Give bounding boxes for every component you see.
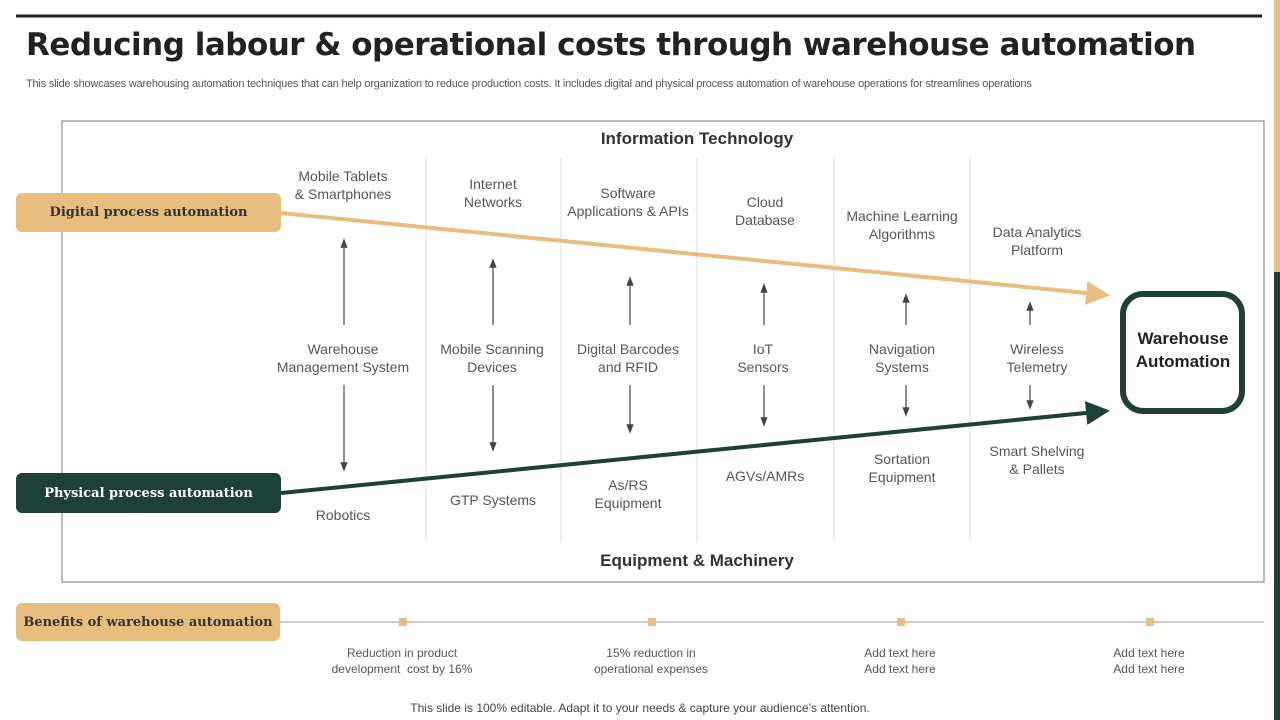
physical-label: Physical process automation: [16, 473, 281, 513]
side-bar: [1274, 0, 1280, 272]
benefit-text: Add text here Add text here: [1113, 646, 1185, 676]
benefits-label: Benefits of warehouse automation: [16, 603, 280, 641]
benefit-text: Add text here Add text here: [864, 646, 936, 676]
frame-bottom-label: Equipment & Machinery: [600, 551, 794, 570]
frame-top-label: Information Technology: [600, 129, 794, 148]
column-middle: Warehouse Management System: [276, 341, 410, 375]
column-top: Data Analytics Platform: [992, 224, 1082, 258]
benefit-text: Reduction in product development cost by…: [331, 646, 473, 676]
frame: [61, 120, 1265, 583]
column-bottom: As/RS Equipment: [594, 477, 662, 511]
arrows: [340, 238, 1034, 472]
benefit-text: 15% reduction in operational expenses: [593, 646, 709, 676]
column-top: Mobile Tablets & Smartphones: [294, 168, 392, 202]
benefit-markers: [399, 618, 1154, 626]
digital-arrow: [280, 211, 1110, 305]
target-box: [1120, 291, 1245, 414]
column-bottom: Smart Shelving & Pallets: [989, 443, 1085, 477]
footer: This slide is 100% editable. Adapt it to…: [410, 701, 870, 715]
column-bottom: Robotics: [315, 507, 371, 523]
physical-arrow: [280, 401, 1110, 495]
column-top: Machine Learning Algorithms: [846, 208, 958, 242]
subtitle: This slide showcases warehousing automat…: [26, 78, 1032, 90]
column-bottom: GTP Systems: [449, 492, 537, 508]
title: Reducing labour & operational costs thro…: [26, 27, 1196, 63]
column-middle: Digital Barcodes and RFID: [577, 341, 679, 375]
column-bottom: AGVs/AMRs: [725, 468, 805, 484]
target-label: Warehouse Automation: [1135, 329, 1231, 371]
column-middle: Wireless Telemetry: [1006, 341, 1068, 375]
side-bar: [1274, 272, 1280, 720]
digital-label: Digital process automation: [16, 193, 281, 232]
column-bottom: Sortation Equipment: [868, 451, 936, 485]
column-middle: Mobile Scanning Devices: [440, 341, 544, 375]
column-middle: IoT Sensors: [737, 341, 789, 375]
column-top: Cloud Database: [735, 194, 795, 228]
column-middle: Navigation Systems: [868, 341, 936, 375]
column-top: Software Applications & APIs: [567, 185, 689, 219]
column-top: Internet Networks: [463, 176, 523, 210]
